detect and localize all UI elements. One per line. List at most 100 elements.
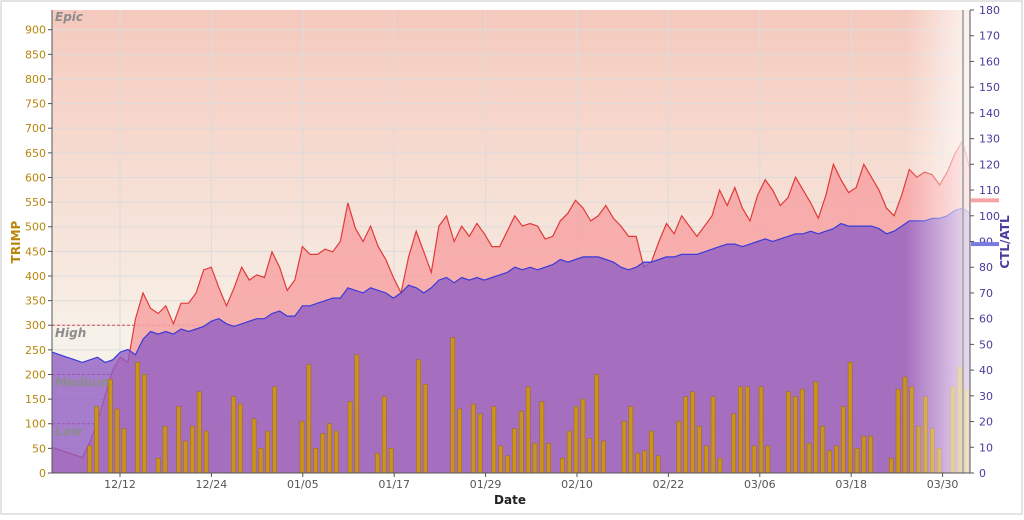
trimp-bar	[381, 396, 387, 473]
trimp-bar	[183, 440, 188, 473]
left-tick-label: 750	[25, 98, 46, 111]
trimp-bar	[121, 428, 127, 473]
x-tick-label: 12/12	[104, 478, 136, 491]
right-tick-label: 170	[979, 30, 1000, 43]
trimp-bar	[251, 418, 257, 473]
right-tick-label: 70	[979, 287, 993, 300]
trimp-bar	[868, 435, 873, 473]
trimp-bar	[375, 453, 380, 473]
right-tick-label: 120	[979, 158, 1000, 171]
trimp-bar	[806, 443, 812, 473]
trimp-bar	[786, 391, 791, 473]
trimp-bar	[765, 445, 771, 473]
x-tick-label: 03/30	[927, 478, 959, 491]
trimp-bar	[580, 398, 586, 473]
trimp-bar	[196, 391, 202, 473]
trimp-bar	[388, 448, 394, 473]
trimp-bar	[354, 354, 360, 473]
trimp-bar	[587, 438, 593, 473]
trimp-bar	[477, 413, 483, 473]
trimp-bar	[155, 457, 161, 473]
trimp-bar	[457, 408, 462, 473]
trimp-bar	[758, 386, 764, 473]
right-axis-label: CTL/ATL	[998, 215, 1012, 269]
trimp-bar	[710, 396, 716, 473]
x-tick-label: 01/29	[470, 478, 502, 491]
trimp-bar	[813, 381, 819, 473]
atl-line	[52, 139, 970, 459]
right-tick-label: 50	[979, 338, 993, 351]
trimp-bar	[635, 453, 641, 473]
trimp-bar	[518, 411, 524, 473]
right-tick-label: 80	[979, 261, 993, 274]
trimp-bar	[820, 425, 826, 473]
zone-labels: Epic High Medium Low	[55, 10, 109, 439]
x-axis-ticks: 12/12 12/24 01/05 01/17 01/29 02/10 02/22 03/06…	[104, 473, 958, 491]
trimp-bar	[423, 384, 428, 473]
trimp-bar	[416, 359, 421, 473]
left-tick-label: 0	[39, 467, 46, 480]
trimp-bar	[799, 389, 805, 473]
right-tick-label: 30	[979, 390, 993, 403]
ctl-current-marker	[971, 242, 999, 247]
x-tick-label: 02/10	[561, 478, 593, 491]
trimp-bar	[265, 430, 271, 473]
right-tick-label: 130	[979, 133, 1000, 146]
trimp-bar	[135, 361, 140, 473]
trimp-bar	[840, 406, 846, 473]
left-tick-label: 50	[32, 442, 46, 455]
ctl-line	[52, 207, 970, 364]
trimp-bar	[450, 337, 456, 473]
trimp-bar	[525, 386, 531, 473]
right-tick-label: 110	[979, 184, 1000, 197]
right-tick-label: 10	[979, 441, 993, 454]
trimp-bar	[683, 396, 688, 473]
trimp-bar	[621, 421, 627, 473]
trimp-bar	[854, 448, 860, 473]
left-tick-label: 200	[25, 368, 46, 381]
trimp-bar	[272, 386, 277, 473]
left-tick-label: 600	[25, 171, 46, 184]
trimp-bar	[690, 391, 695, 473]
trimp-bar	[327, 423, 332, 473]
left-tick-label: 250	[25, 344, 46, 357]
left-axis-ticks: 0 50 100 150 200 250 300 350 400 450 500 550 600 650 7…	[25, 24, 52, 480]
trimp-bar	[601, 440, 606, 473]
trimp-bar	[703, 445, 709, 473]
trimp-bar	[745, 386, 750, 473]
x-tick-label: 03/06	[744, 478, 776, 491]
left-tick-label: 100	[25, 418, 46, 431]
trimp-bar	[888, 457, 894, 473]
right-axis-markers	[971, 198, 999, 247]
trimp-bar	[731, 413, 736, 473]
trimp-bar	[313, 448, 319, 473]
trimp-bar	[505, 455, 510, 473]
left-tick-label: 700	[25, 122, 46, 135]
atl-current-marker	[971, 198, 999, 203]
trimp-bar	[231, 396, 236, 473]
trimp-bar	[498, 445, 504, 473]
left-tick-label: 850	[25, 48, 46, 61]
trimp-bar	[697, 425, 702, 473]
zone-label-medium: Medium	[55, 375, 109, 389]
right-tick-label: 180	[979, 4, 1000, 17]
trimp-bar	[142, 374, 147, 473]
right-tick-label: 90	[979, 236, 993, 249]
trimp-bar	[847, 361, 853, 473]
trimp-bar	[895, 389, 901, 473]
right-tick-label: 150	[979, 81, 1000, 94]
right-tick-label: 60	[979, 313, 993, 326]
trimp-bar	[566, 430, 572, 473]
trimp-bar	[560, 457, 565, 473]
trimp-bar	[471, 403, 476, 473]
left-tick-label: 400	[25, 270, 46, 283]
x-tick-label: 02/22	[653, 478, 685, 491]
zone-label-low: Low	[55, 425, 83, 439]
left-tick-label: 900	[25, 24, 46, 37]
zone-label-epic: Epic	[55, 10, 83, 24]
trimp-bar	[676, 421, 682, 473]
trimp-bar	[642, 450, 647, 473]
trimp-bar	[94, 406, 99, 473]
trimp-bar	[655, 455, 661, 473]
